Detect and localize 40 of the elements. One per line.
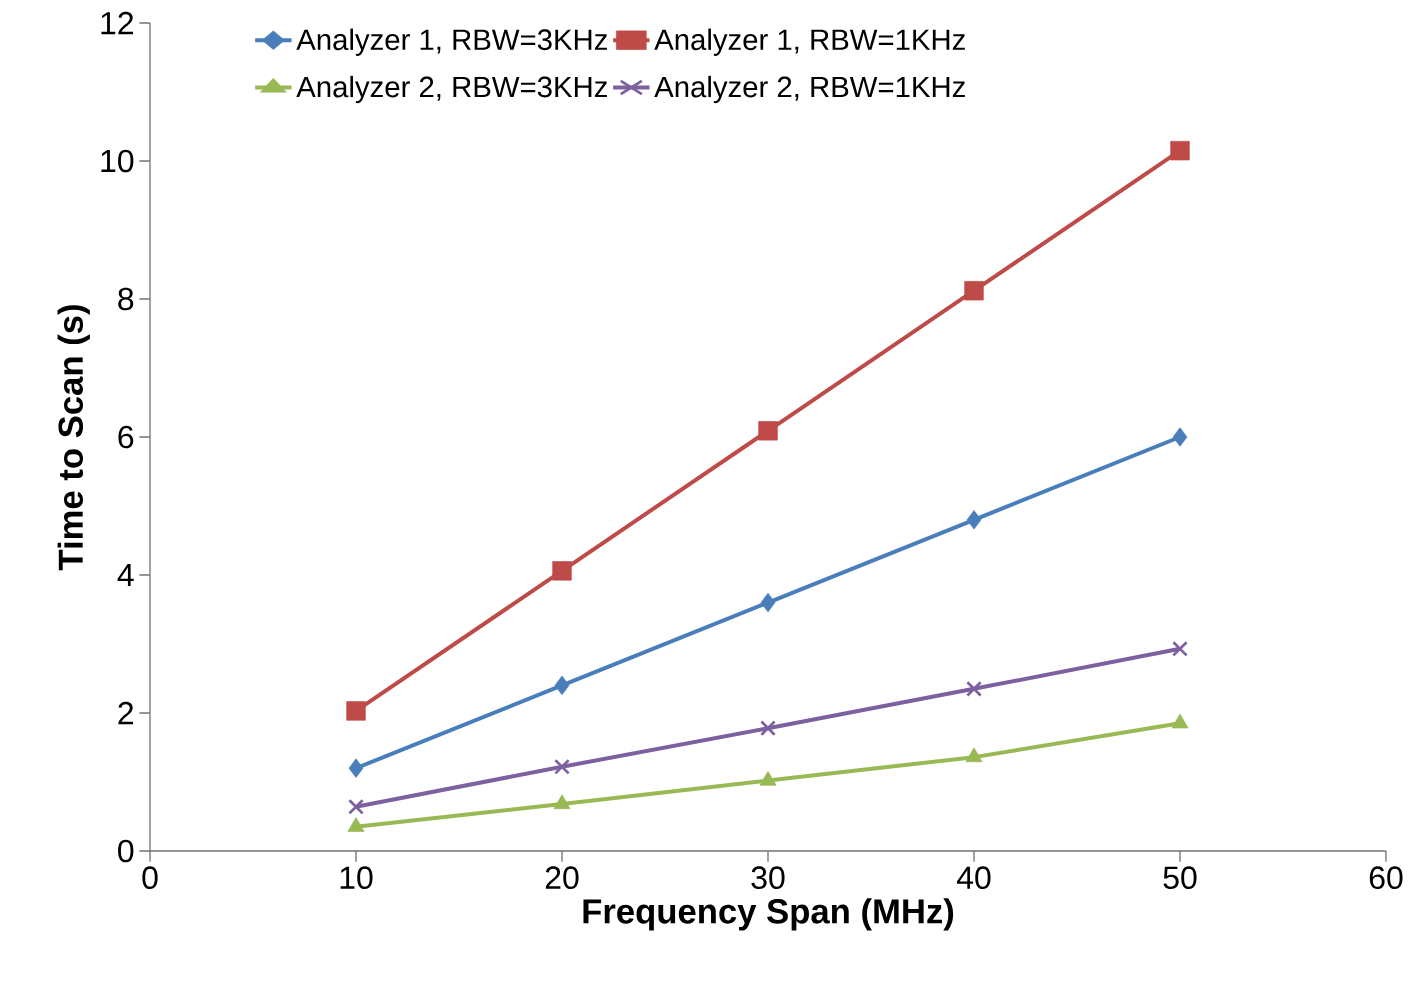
x-tick-label: 50 [1163,866,1197,890]
point [1170,140,1190,161]
x-tick-label: 10 [340,866,373,890]
point [1172,427,1188,447]
point [966,680,982,697]
y-tick-label: 10 [101,149,134,173]
point [758,421,778,441]
point [348,798,364,815]
point [346,701,366,721]
x-axis-title: Frequency Span (MHz) [583,898,954,931]
point [1171,713,1189,729]
point [348,758,364,778]
y-axis-title: Time to Scan (s) [57,305,90,571]
point [966,510,982,530]
y-tick-label: 0 [118,839,134,863]
point [760,720,776,737]
point [1172,640,1188,657]
y-tick-label: 2 [118,701,134,725]
point [553,794,571,810]
y-tick-label: 12 [101,11,134,35]
point [759,770,777,786]
y-tick-label: 8 [118,287,134,311]
x-tick-label: 60 [1369,866,1403,890]
x-tick-label: 40 [956,866,991,890]
point [760,592,776,613]
y-tick-label: 4 [117,563,134,586]
point [964,281,984,301]
x-tick-label: 30 [751,866,785,890]
x-tick-label: 20 [545,866,579,890]
legend-label: Analyzer 1, RBW=1KHz [654,28,965,56]
point [552,561,572,581]
legend-label: Analyzer 1, RBW=3KHz [296,28,607,56]
x-tick-label: 0 [142,866,158,890]
point [554,675,570,696]
point [965,747,983,763]
point [347,817,365,832]
y-tick-label: 6 [118,425,134,449]
point [554,758,570,775]
legend-label: Analyzer 2, RBW=1KHz [654,75,965,104]
legend-label: Analyzer 2, RBW=3KHz [296,75,607,104]
